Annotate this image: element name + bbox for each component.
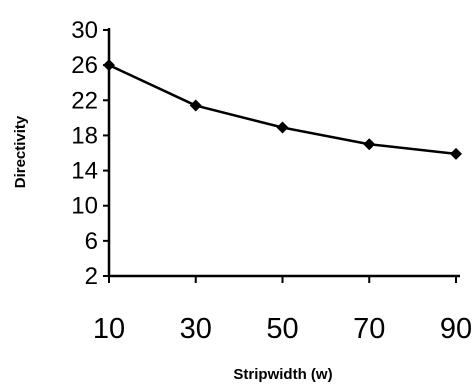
y-tick-labels: 30 26 22 18 14 10 6 2 (71, 17, 98, 290)
data-point (363, 138, 376, 151)
y-axis-title: Directivity (12, 115, 29, 188)
x-tick-label: 70 (353, 313, 385, 345)
series-group (103, 59, 462, 160)
data-point (450, 147, 462, 160)
data-point (189, 99, 202, 112)
series-line (108, 64, 457, 156)
x-tick-label: 50 (266, 313, 298, 345)
x-tick-label: 10 (93, 313, 125, 345)
x-tick-label: 90 (440, 313, 472, 345)
y-tick-label: 22 (71, 87, 98, 114)
y-tick-label: 6 (85, 228, 98, 255)
x-tick-label: 30 (180, 313, 212, 345)
y-tick-label: 14 (71, 158, 98, 185)
x-axis-title: Stripwidth (w) (233, 366, 332, 383)
data-point (103, 59, 115, 72)
y-tick-label: 10 (71, 193, 98, 220)
y-tick-label: 2 (85, 263, 98, 290)
y-tick-label: 26 (71, 52, 98, 79)
y-tick-label: 18 (71, 122, 98, 149)
x-tick-marks (108, 276, 457, 283)
data-point (276, 121, 289, 134)
y-tick-label: 30 (71, 17, 98, 44)
x-tick-labels: 10 30 50 70 90 (93, 313, 472, 345)
